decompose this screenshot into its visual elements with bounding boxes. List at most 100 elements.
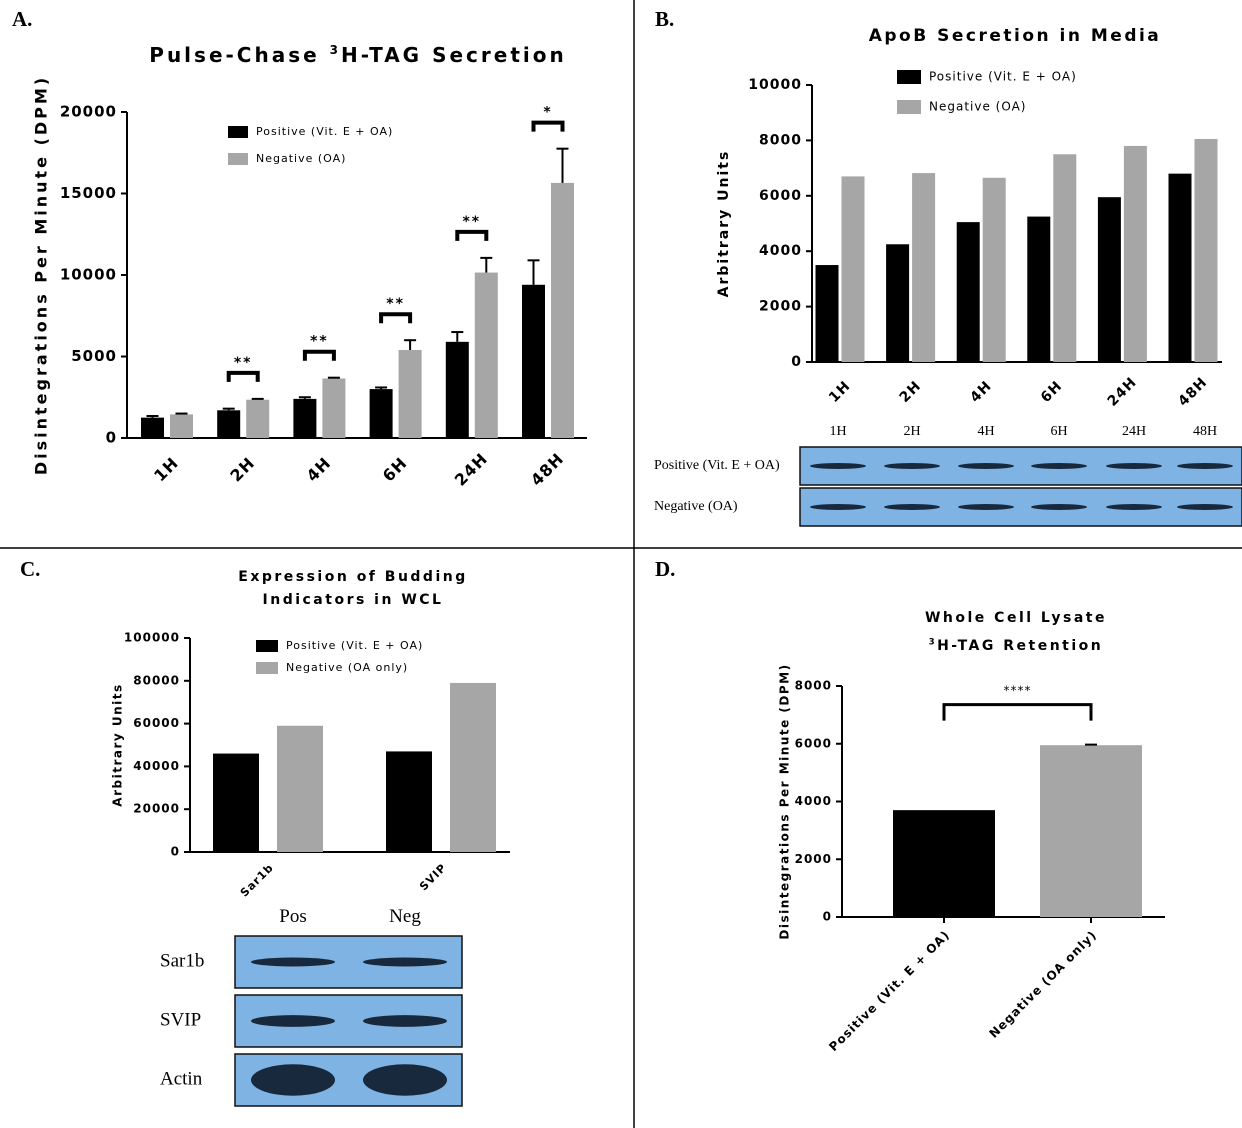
- title-text: H-TAG Secretion: [341, 43, 567, 67]
- title-text: Expression of Budding: [238, 569, 468, 585]
- legend-swatch: [228, 153, 248, 165]
- bar: [399, 350, 422, 438]
- legend-swatch: [897, 100, 921, 114]
- blot-lane-label: 24H: [1122, 424, 1146, 439]
- legend-swatch: [256, 662, 278, 674]
- y-tick-label: 2000: [759, 299, 802, 315]
- chart-title: Pulse-Chase 3H-TAG Secretion: [149, 43, 566, 67]
- bar: [522, 285, 545, 438]
- bar: [141, 418, 164, 438]
- y-tick-label: 4000: [795, 794, 832, 808]
- y-tick-label: 15000: [60, 184, 117, 202]
- blot-band: [251, 958, 335, 967]
- y-tick-label: 60000: [133, 716, 180, 730]
- bar: [893, 810, 995, 917]
- title-text: Pulse-Chase: [149, 43, 329, 67]
- legend-label: Negative (OA): [256, 152, 346, 165]
- chart-title: 3H-TAG Retention: [929, 636, 1103, 654]
- title-text: H-TAG Retention: [937, 638, 1103, 654]
- chart-title: ApoB Secretion in Media: [869, 26, 1162, 46]
- bar: [1053, 154, 1076, 362]
- bar: [1124, 146, 1147, 362]
- y-tick-label: 0: [823, 910, 832, 924]
- y-tick-label: 0: [171, 845, 180, 859]
- bar: [217, 410, 240, 438]
- title-superscript: 3: [929, 636, 937, 646]
- bar: [170, 414, 193, 438]
- y-tick-label: 5000: [71, 347, 117, 365]
- bar: [1169, 174, 1192, 362]
- panel-label: B.: [655, 7, 674, 31]
- bar: [1040, 745, 1142, 917]
- bar: [816, 265, 839, 362]
- blot-band: [1106, 504, 1162, 510]
- y-tick-label: 0: [106, 429, 117, 447]
- y-tick-label: 8000: [759, 132, 802, 148]
- y-tick-label: 40000: [133, 759, 180, 773]
- blot-row-label: SVIP: [160, 1009, 201, 1030]
- bar: [983, 178, 1006, 362]
- panel-label: D.: [655, 557, 675, 581]
- figure: A.Pulse-Chase 3H-TAG SecretionDisintegra…: [0, 0, 1242, 1128]
- legend-swatch: [228, 126, 248, 138]
- y-tick-label: 80000: [133, 673, 180, 687]
- significance-label: ****: [1004, 684, 1032, 698]
- blot-lane-label: Pos: [279, 906, 306, 927]
- blot-lane-label: 1H: [829, 424, 846, 439]
- blot-band: [363, 1064, 447, 1096]
- y-axis-label: Arbitrary Units: [111, 683, 125, 806]
- significance-label: **: [386, 296, 405, 312]
- title-text: Whole Cell Lysate: [925, 610, 1107, 626]
- y-tick-label: 20000: [133, 802, 180, 816]
- blot-band: [884, 463, 940, 469]
- blot-lane-label: 48H: [1193, 424, 1217, 439]
- legend-label: Positive (Vit. E + OA): [929, 70, 1077, 84]
- bar: [842, 176, 865, 362]
- y-axis-label: Disintegrations Per Minute (DPM): [32, 75, 51, 475]
- blot-band: [1031, 504, 1087, 510]
- legend-swatch: [897, 70, 921, 84]
- y-tick-label: 0: [791, 354, 802, 370]
- legend-label: Positive (Vit. E + OA): [256, 125, 393, 138]
- significance-label: **: [310, 334, 329, 350]
- bar: [1195, 139, 1218, 362]
- y-tick-label: 6000: [759, 188, 802, 204]
- bar: [446, 342, 469, 438]
- y-axis-label: Disintegrations Per Minute (DPM): [778, 663, 792, 939]
- blot-band: [1177, 504, 1233, 510]
- y-tick-label: 20000: [60, 103, 117, 121]
- significance-label: *: [543, 105, 552, 121]
- chart-title: Indicators in WCL: [263, 592, 444, 608]
- y-tick-label: 6000: [795, 736, 832, 750]
- blot-band: [810, 463, 866, 469]
- blot-lane-label: Neg: [389, 906, 421, 927]
- bar: [322, 379, 345, 438]
- y-tick-label: 4000: [759, 243, 802, 259]
- blot-band: [884, 504, 940, 510]
- bar: [246, 400, 269, 438]
- bar: [293, 399, 316, 438]
- y-tick-label: 8000: [795, 679, 832, 693]
- blot-band: [1177, 463, 1233, 469]
- blot-band: [1106, 463, 1162, 469]
- bar: [450, 683, 496, 852]
- blot-band: [958, 463, 1014, 469]
- bar: [912, 173, 935, 362]
- bar: [1098, 197, 1121, 362]
- title-text: ApoB Secretion in Media: [869, 26, 1162, 46]
- bar: [386, 751, 432, 852]
- bar: [886, 244, 909, 362]
- blot-band: [363, 958, 447, 967]
- blot-row-label: Sar1b: [160, 950, 204, 971]
- blot-band: [810, 504, 866, 510]
- blot-band: [1031, 463, 1087, 469]
- blot-band: [363, 1015, 447, 1027]
- bar: [213, 754, 259, 852]
- legend-label: Negative (OA only): [286, 661, 408, 674]
- chart-title: Whole Cell Lysate: [925, 610, 1107, 626]
- significance-label: **: [234, 355, 253, 371]
- y-tick-label: 100000: [124, 631, 180, 645]
- bar: [957, 222, 980, 362]
- y-axis-label: Arbitrary Units: [716, 150, 732, 298]
- blot-row-label: Negative (OA): [654, 499, 738, 514]
